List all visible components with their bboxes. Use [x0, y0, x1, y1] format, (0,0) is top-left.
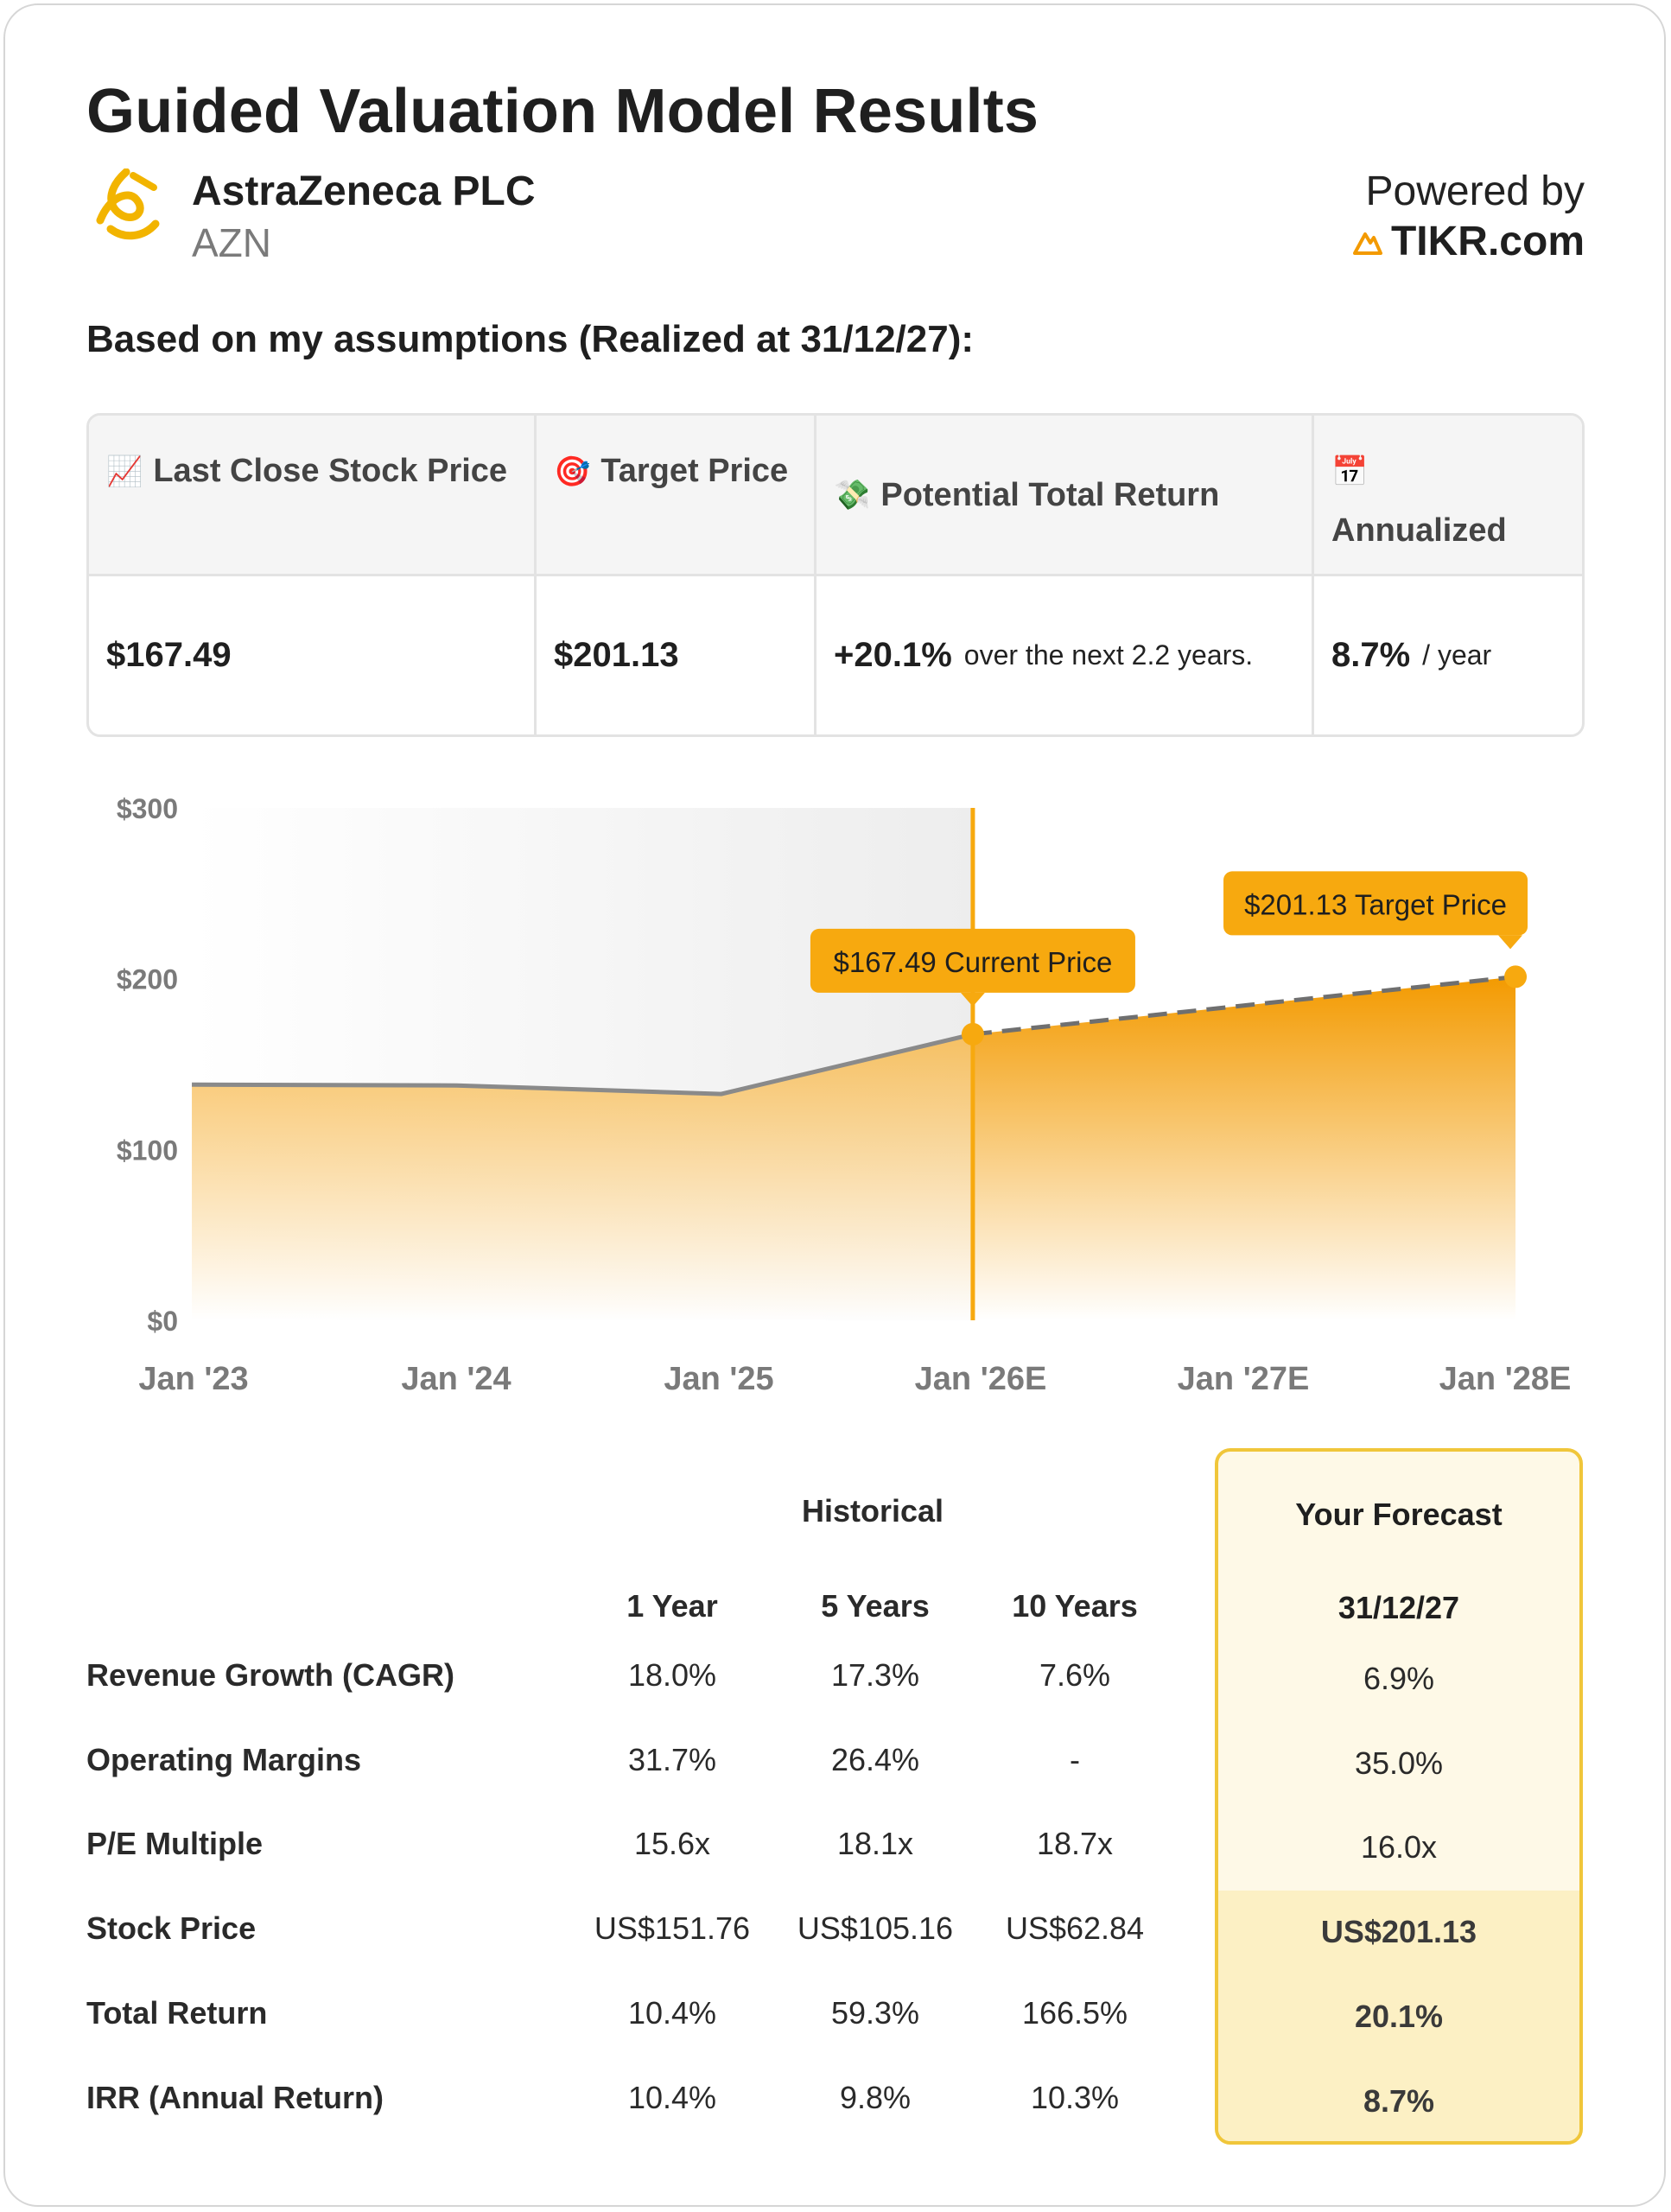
summary-header-label: Annualized [1331, 512, 1507, 549]
annualized-note: / year [1422, 639, 1492, 671]
row-label: Revenue Growth (CAGR) [86, 1657, 455, 1693]
total-return-note: over the next 2.2 years. [963, 639, 1254, 671]
forecast-cell: 35.0% [1354, 1745, 1444, 1781]
powered-by-label: Powered by [1365, 168, 1585, 214]
callout-label: $167.49 Current Price [833, 946, 1112, 978]
table-cell: 18.7x [1036, 1826, 1114, 1861]
table-cell: 18.0% [627, 1657, 717, 1693]
x-tick-label: Jan '23 [138, 1361, 248, 1397]
table-cell: 10.4% [627, 2080, 717, 2115]
calendar-icon: 📅 [1331, 455, 1369, 488]
summary-header-target: 🎯 Target Price [537, 416, 816, 576]
summary-last-close-value: $167.49 [89, 576, 537, 734]
forecast-panel [1215, 1448, 1583, 2145]
table-cell: 31.7% [627, 1742, 717, 1777]
column-header-1-year: 1 Year [626, 1588, 718, 1624]
forecast-cell: US$201.13 [1320, 1914, 1477, 1949]
summary-header-label: Last Close Stock Price [153, 453, 508, 489]
forecast-cell: 8.7% [1363, 2083, 1435, 2119]
last-close-value: $167.49 [106, 636, 232, 674]
table-cell: 59.3% [830, 1995, 920, 2031]
table-cell: - [1070, 1742, 1080, 1777]
table-cell: 9.8% [839, 2080, 912, 2115]
callout-pointer [960, 992, 985, 1007]
table-cell: US$105.16 [797, 1910, 954, 1946]
x-tick-label: Jan '28E [1439, 1361, 1572, 1397]
summary-header-annualized: 📅 Annualized [1314, 416, 1582, 576]
current-price-callout: $167.49 Current Price [810, 928, 1135, 1007]
forecast-series-line [972, 974, 1516, 1037]
column-header-10-years: 10 Years [1012, 1588, 1138, 1624]
current-price-point [961, 1022, 984, 1046]
x-tick-label: Jan '27E [1178, 1361, 1310, 1397]
forecast-cell: 16.0x [1360, 1829, 1438, 1865]
table-cell: 15.6x [633, 1826, 711, 1861]
company-ticker: AZN [192, 220, 271, 265]
table-cell: 10.3% [1030, 2080, 1120, 2115]
summary-header-label: Potential Total Return [880, 476, 1220, 513]
y-tick-label: $0 [147, 1306, 178, 1337]
forecast-cell: 20.1% [1354, 1999, 1444, 2034]
row-label: Stock Price [86, 1910, 257, 1946]
annualized-value: 8.7% [1331, 636, 1411, 674]
chart-up-icon: 📈 [106, 455, 143, 488]
forecast-highlight [1218, 1891, 1579, 2141]
table-cell: 166.5% [1021, 1995, 1128, 2031]
forecast-date: 31/12/27 [1337, 1590, 1460, 1625]
row-label: Operating Margins [86, 1742, 362, 1777]
astrazeneca-logo-icon [96, 168, 160, 240]
summary-total-return-value: +20.1% over the next 2.2 years. [816, 576, 1314, 734]
summary-target-value: $201.13 [537, 576, 816, 734]
x-tick-label: Jan '25 [664, 1361, 773, 1397]
summary-header-label: Target Price [600, 453, 789, 489]
row-label: P/E Multiple [86, 1826, 264, 1861]
x-tick-label: Jan '24 [401, 1361, 511, 1397]
assumptions-subtitle: Based on my assumptions (Realized at 31/… [86, 318, 975, 360]
table-cell: 17.3% [830, 1657, 920, 1693]
tikr-brand[interactable]: TIKR.com [1352, 218, 1585, 265]
summary-header-last-close: 📈 Last Close Stock Price [89, 416, 537, 576]
callout-label: $201.13 Target Price [1244, 888, 1507, 920]
column-header-5-years: 5 Years [821, 1588, 930, 1624]
summary-table: 📈 Last Close Stock Price 🎯 Target Price 💸 P… [86, 413, 1585, 737]
historical-title: Historical [801, 1493, 944, 1529]
target-price-point [1504, 965, 1528, 988]
y-tick-label: $200 [117, 964, 178, 995]
company-name: AstraZeneca PLC [192, 168, 536, 214]
callout-box [810, 928, 1135, 993]
tikr-mountain-icon [1352, 232, 1382, 255]
table-cell: US$151.76 [594, 1910, 751, 1946]
money-icon: 💸 [834, 478, 871, 512]
forecast-area [972, 976, 1516, 1320]
y-tick-label: $300 [117, 793, 178, 824]
table-cell: 26.4% [830, 1742, 920, 1777]
tikr-brand-text: TIKR.com [1390, 219, 1585, 264]
y-tick-label: $100 [117, 1135, 178, 1166]
page-title: Guided Valuation Model Results [86, 77, 1039, 146]
x-tick-label: Jan '26E [915, 1361, 1047, 1397]
table-cell: 7.6% [1039, 1657, 1111, 1693]
target-value: $201.13 [554, 636, 679, 674]
target-icon: 🎯 [554, 455, 591, 488]
summary-annualized-value: 8.7% / year [1314, 576, 1582, 734]
callout-pointer [1498, 935, 1523, 950]
table-cell: 10.4% [627, 1995, 717, 2031]
table-cell: US$62.84 [1005, 1910, 1145, 1946]
target-price-callout: $201.13 Target Price [1223, 871, 1528, 950]
total-return-value: +20.1% [834, 636, 952, 674]
row-label: IRR (Annual Return) [86, 2080, 384, 2115]
forecast-cell: 6.9% [1363, 1661, 1435, 1696]
summary-header-total-return: 💸 Potential Total Return [816, 416, 1314, 576]
callout-box [1223, 871, 1528, 936]
row-label: Total Return [86, 1995, 268, 2031]
table-cell: 18.1x [836, 1826, 914, 1861]
forecast-title: Your Forecast [1295, 1497, 1503, 1532]
price-chart: $0 $100 $200 $300 Jan '23 Jan '24 Jan '25 Jan '… [117, 793, 1572, 1397]
historical-series-line [192, 1032, 974, 1096]
historical-area [192, 1033, 973, 1320]
